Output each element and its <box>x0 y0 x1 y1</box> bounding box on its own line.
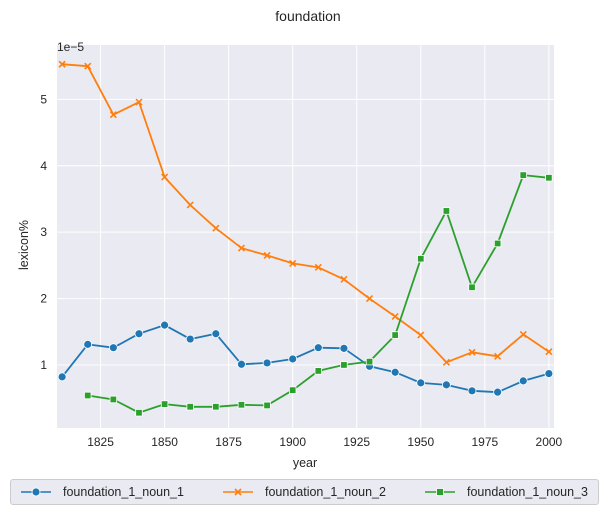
data-point <box>262 358 272 368</box>
chart-title: foundation <box>275 8 340 24</box>
data-point <box>314 367 323 375</box>
series-line <box>61 324 550 394</box>
data-point <box>365 357 374 366</box>
y-tick-label: 5 <box>40 92 47 106</box>
x-axis-label: year <box>293 456 317 470</box>
plot-area <box>57 45 554 428</box>
data-point <box>518 376 528 386</box>
legend-label: foundation_1_noun_1 <box>63 485 184 499</box>
y-axis-label: lexicon% <box>17 220 31 270</box>
data-point <box>185 334 195 344</box>
y-tick-label: 2 <box>40 292 47 306</box>
data-point <box>493 387 503 397</box>
data-point <box>365 294 374 303</box>
data-point <box>161 173 169 181</box>
data-point <box>186 201 194 209</box>
data-point <box>417 331 425 339</box>
data-point <box>186 403 194 411</box>
data-point <box>417 255 425 263</box>
data-point <box>237 401 246 409</box>
data-point <box>58 60 66 68</box>
data-point <box>545 174 553 182</box>
series-line <box>62 63 550 364</box>
data-point <box>135 409 143 417</box>
x-tick-label: 1975 <box>471 435 498 449</box>
data-point <box>391 312 399 321</box>
data-point <box>237 359 246 369</box>
data-point <box>108 343 118 353</box>
data-point <box>544 369 554 378</box>
legend-item-series-2: foundation_1_noun_2 <box>221 480 386 504</box>
data-point <box>288 354 298 364</box>
data-point <box>84 391 92 400</box>
x-axis-ticks: 1825 1850 1875 1900 1925 1950 1975 2000 <box>87 435 562 449</box>
data-point <box>416 378 426 388</box>
legend-marker-x-icon <box>223 488 253 496</box>
data-point <box>442 380 451 390</box>
data-point <box>109 395 118 404</box>
data-point <box>211 329 221 339</box>
y-tick-label: 1 <box>40 358 47 372</box>
y-tick-label: 3 <box>40 225 47 239</box>
data-point <box>263 401 271 410</box>
y-axis-ticks: 1 2 3 4 5 <box>40 92 47 372</box>
legend-label: foundation_1_noun_2 <box>265 485 386 499</box>
grid-lines <box>57 45 554 428</box>
series-3 <box>84 171 553 417</box>
y-tick-label: 4 <box>40 159 47 173</box>
data-point <box>212 224 220 232</box>
data-point <box>288 386 297 394</box>
x-tick-label: 1950 <box>407 435 434 449</box>
data-point <box>83 339 93 349</box>
legend-marker-circle-icon <box>21 487 51 497</box>
y-axis-offset: 1e−5 <box>57 40 84 54</box>
data-point <box>442 358 450 366</box>
data-point <box>160 320 169 330</box>
data-point <box>313 343 323 353</box>
data-point <box>390 367 400 377</box>
data-point <box>545 348 553 356</box>
x-tick-label: 1825 <box>87 435 114 449</box>
data-point <box>493 239 502 248</box>
data-point <box>57 372 67 382</box>
data-point <box>160 400 169 408</box>
data-point <box>339 343 349 353</box>
data-point <box>519 330 527 338</box>
data-point <box>237 244 246 252</box>
x-tick-label: 2000 <box>536 435 563 449</box>
series-layer <box>57 60 554 417</box>
x-tick-label: 1850 <box>151 435 178 449</box>
data-point <box>109 111 117 119</box>
x-tick-label: 1900 <box>279 435 306 449</box>
x-tick-label: 1925 <box>343 435 370 449</box>
legend-item-series-1: foundation_1_noun_1 <box>19 480 184 504</box>
data-point <box>442 207 451 215</box>
legend-item-series-3: foundation_1_noun_3 <box>423 480 588 504</box>
legend: foundation_1_noun_1 foundation_1_noun_2 … <box>10 479 599 505</box>
data-point <box>494 352 502 360</box>
data-point <box>468 283 476 291</box>
data-point <box>134 329 144 339</box>
data-point <box>263 251 271 259</box>
data-point <box>289 259 297 267</box>
data-point <box>135 98 143 106</box>
data-point <box>212 403 220 411</box>
data-point <box>340 361 348 369</box>
legend-marker-square-icon <box>425 488 455 496</box>
legend-label: foundation_1_noun_3 <box>467 485 588 499</box>
data-point <box>519 171 527 179</box>
data-point <box>467 386 477 396</box>
line-chart: foundation 1825 1850 1875 1900 1925 1950 1975 2… <box>17 8 563 470</box>
data-point <box>84 62 92 70</box>
data-point <box>340 275 348 283</box>
data-point <box>391 331 399 339</box>
data-point <box>314 263 322 271</box>
series-2 <box>58 60 553 366</box>
data-point <box>468 348 476 356</box>
x-tick-label: 1875 <box>215 435 242 449</box>
